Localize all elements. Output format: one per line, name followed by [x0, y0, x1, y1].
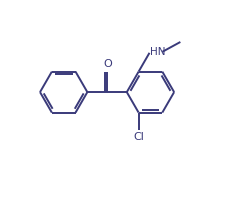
Text: O: O	[104, 59, 112, 69]
Text: HN: HN	[151, 47, 166, 57]
Text: Cl: Cl	[133, 132, 144, 142]
